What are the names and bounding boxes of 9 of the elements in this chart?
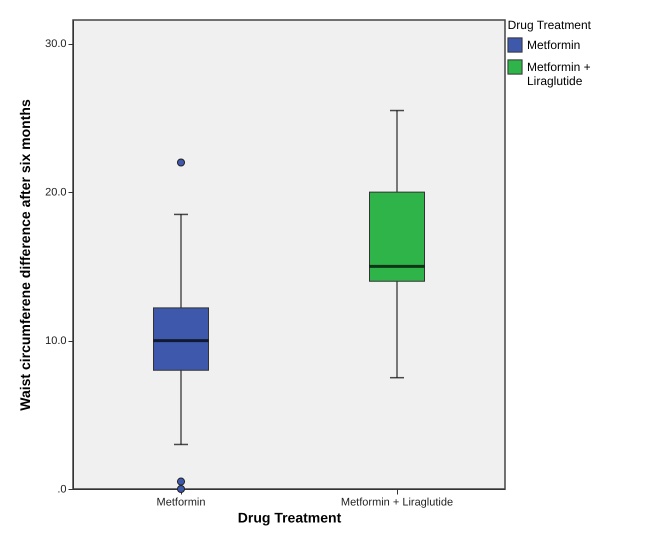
y-tick-label: 10.0 [45,335,66,348]
legend-title: Drug Treatment [508,18,592,32]
legend-label: Metformin [527,38,580,52]
y-tick-label: 20.0 [45,186,66,199]
y-tick-label: 30.0 [45,38,66,50]
y-axis-title: Waist circumferene difference after six months [17,99,34,411]
legend-label: Metformin + Liraglutide [527,60,591,88]
y-tick-label: .0 [57,484,66,496]
x-axis-title: Drug Treatment [238,510,342,526]
